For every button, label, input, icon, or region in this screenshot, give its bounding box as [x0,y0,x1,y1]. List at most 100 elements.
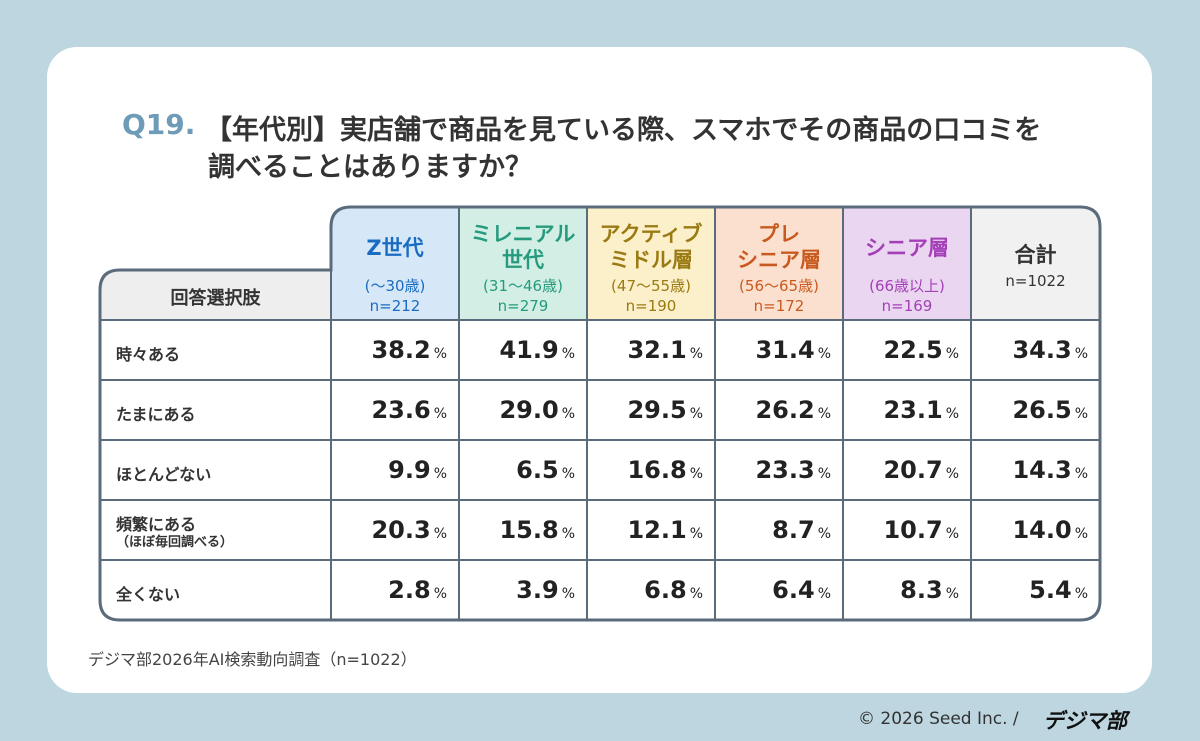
cell-value: 14.0 [1012,516,1072,544]
cell-value: 26.5 [1012,396,1072,424]
header-bg [715,207,843,320]
cell: 6.5% [459,456,575,484]
row-label: 頻繁にある [116,515,197,534]
header-bg [843,207,971,320]
column-age: (66歳以上) [869,277,945,295]
column-name: ミレニアル [470,222,576,246]
column-n: n=172 [753,297,805,315]
cell: 5.4% [971,576,1088,604]
cell: 38.2% [331,336,447,364]
cell-value: 12.1 [627,516,687,544]
cell-value: 9.9 [388,456,431,484]
cell-value: 6.4 [772,576,815,604]
cell-value: 31.4 [755,336,815,364]
column-n: n=212 [369,297,421,315]
cell: 16.8% [587,456,703,484]
cell-unit: % [1074,526,1088,542]
column-age: (31〜46歳) [483,277,563,295]
cell-value: 38.2 [371,336,431,364]
cell-value: 34.3 [1012,336,1072,364]
row-label: （ほぼ毎回調べる） [116,535,234,550]
cell-unit: % [1074,406,1088,422]
cell-value: 32.1 [627,336,687,364]
cell: 23.6% [331,396,447,424]
cell: 14.3% [971,456,1088,484]
cell: 26.2% [715,396,831,424]
cell: 8.7% [715,516,831,544]
row-label: 時々ある [116,345,181,364]
cell-unit: % [945,466,959,482]
cell-unit: % [433,526,447,542]
question-number: Q19. [122,108,196,141]
column-age: (47〜55歳) [611,277,691,295]
cell-unit: % [817,526,831,542]
cell-unit: % [561,466,575,482]
cell: 9.9% [331,456,447,484]
cell-unit: % [945,346,959,362]
cell: 14.0% [971,516,1088,544]
column-name: 合計 [1014,243,1057,267]
card [47,47,1152,693]
cell: 10.7% [843,516,959,544]
header-bg [331,207,459,320]
title-line: 調べることはありますか？ [208,152,532,183]
table-outline [98,205,1102,622]
cell-unit: % [433,406,447,422]
header-bg [971,207,1100,320]
column-n: n=1022 [1005,272,1066,290]
cell: 6.8% [587,576,703,604]
cell-unit: % [561,406,575,422]
cell-unit: % [689,466,703,482]
corner-label: 回答選択肢 [170,288,261,309]
cell: 3.9% [459,576,575,604]
row-label: 全くない [116,585,181,604]
cell-unit: % [433,586,447,602]
cell: 6.4% [715,576,831,604]
cell-unit: % [945,586,959,602]
cell-value: 41.9 [499,336,559,364]
header-bg [459,207,587,320]
row-label: ほとんどない [116,465,212,484]
title-line: 【年代別】実店舗で商品を見ている際、スマホでその商品の口コミを [205,115,1042,146]
cell-value: 26.2 [755,396,815,424]
cell: 23.1% [843,396,959,424]
column-name: プレ [758,222,800,246]
column-name: シニア層 [737,248,821,272]
row-label: たまにある [116,405,196,424]
cell-value: 15.8 [499,516,559,544]
cell-unit: % [689,406,703,422]
cell-unit: % [689,586,703,602]
cell: 23.3% [715,456,831,484]
cell-value: 6.8 [644,576,687,604]
cell-unit: % [1074,466,1088,482]
cell-value: 8.7 [772,516,815,544]
cell: 29.5% [587,396,703,424]
column-n: n=169 [881,297,933,315]
cell-value: 8.3 [900,576,943,604]
cell-value: 20.3 [371,516,431,544]
cell-value: 23.1 [883,396,943,424]
column-n: n=279 [497,297,549,315]
column-name: 世代 [502,248,544,272]
cell: 20.7% [843,456,959,484]
cell-value: 10.7 [883,516,943,544]
cell: 15.8% [459,516,575,544]
cell-unit: % [945,526,959,542]
cell-value: 29.0 [499,396,559,424]
cell-unit: % [817,586,831,602]
copyright: © 2026 Seed Inc. / [858,709,1019,729]
cell: 31.4% [715,336,831,364]
cell-value: 3.9 [516,576,559,604]
column-name: Z世代 [366,236,424,260]
column-age: (〜30歳) [364,277,426,295]
cell-value: 23.6 [371,396,431,424]
cell-unit: % [433,466,447,482]
cell-unit: % [945,406,959,422]
cell-value: 22.5 [883,336,943,364]
cell: 8.3% [843,576,959,604]
cell-unit: % [1074,346,1088,362]
cell-unit: % [817,466,831,482]
cell-unit: % [817,346,831,362]
header-bg [587,207,715,320]
